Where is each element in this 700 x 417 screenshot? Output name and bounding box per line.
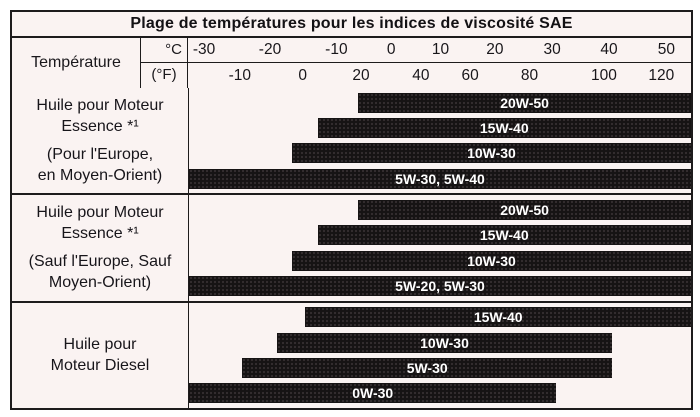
bar-row: 15W-40 <box>189 223 691 248</box>
tick-label-celsius: -20 <box>258 41 282 58</box>
tick-label-celsius: -30 <box>192 41 216 58</box>
viscosity-bar: 20W-50 <box>358 92 691 113</box>
temperature-scale: -30 -20 -10 0 10 20 30 40 50 -10 0 20 40 60 80 100 120 <box>188 38 691 88</box>
viscosity-bar: 5W-30, 5W-40 <box>189 168 691 189</box>
bar-label: 5W-20, 5W-30 <box>395 277 485 294</box>
tick-label-fahrenheit: 80 <box>520 66 539 84</box>
viscosity-bar: 15W-40 <box>317 117 691 138</box>
tick-label-fahrenheit: 0 <box>298 66 307 84</box>
bar-row: 10W-30 <box>189 248 691 273</box>
bar-row: 10W-30 <box>189 141 691 166</box>
bar-label: 20W-50 <box>500 94 549 111</box>
tick-label-fahrenheit: 20 <box>352 66 370 84</box>
fahrenheit-unit-label: (°F) <box>151 66 177 83</box>
viscosity-bar: 10W-30 <box>276 332 613 353</box>
bar-row: 0W-30 <box>189 381 691 406</box>
group-label-line: Essence *¹ <box>61 118 139 136</box>
unit-cell: °C (°F) <box>141 38 188 88</box>
tick-label-celsius: 40 <box>600 41 618 58</box>
viscosity-bar: 5W-30 <box>242 357 613 378</box>
oil-groups: Huile pour Moteur Essence *¹ (Pour l'Europ… <box>12 88 691 408</box>
bar-label: 15W-40 <box>479 227 529 244</box>
bar-row: 15W-40 <box>189 305 691 330</box>
table-title: Plage de températures pour les indices d… <box>12 12 691 38</box>
oil-table: Plage de températures pour les indices d… <box>10 10 693 410</box>
bar-row: 20W-50 <box>189 197 691 222</box>
bar-row: 5W-30 <box>189 355 691 380</box>
group-label-line: Huile pour Moteur <box>36 97 164 115</box>
tick-label-celsius: 20 <box>486 41 504 58</box>
bar-row: 10W-30 <box>189 330 691 355</box>
temperature-header-row: Température °C (°F) -30 -20 -10 0 10 20 30 40 50… <box>12 38 691 88</box>
bar-label: 0W-30 <box>352 385 394 402</box>
bar-row: 5W-30, 5W-40 <box>189 166 691 191</box>
viscosity-bar: 20W-50 <box>358 199 691 220</box>
celsius-unit-label: °C <box>141 38 187 63</box>
group-label-line: Huile pour Moteur <box>36 204 164 222</box>
tick-label-celsius: 10 <box>431 41 450 58</box>
group-label-line: (Pour l'Europe, <box>46 146 154 164</box>
tick-label-fahrenheit: -10 <box>228 66 251 84</box>
group-label-line: en Moyen-Orient) <box>37 167 163 185</box>
tick-label-celsius: 50 <box>657 41 675 58</box>
tick-label-celsius: -10 <box>325 41 348 58</box>
bar-label: 5W-30, 5W-40 <box>395 170 485 187</box>
viscosity-bar: 10W-30 <box>291 250 691 271</box>
bar-row: 20W-50 <box>189 90 691 115</box>
group-label-line: Huile pour <box>63 336 137 354</box>
viscosity-bar: 5W-20, 5W-30 <box>189 275 691 296</box>
oil-group-row: Huile pour Moteur Essence *¹ (Sauf l'Europ… <box>12 193 691 301</box>
temperature-label: Température <box>12 38 141 88</box>
viscosity-bar: 15W-40 <box>317 225 691 246</box>
group-label: Huile pour Moteur Essence *¹ (Sauf l'Europ… <box>12 195 189 301</box>
bar-label: 10W-30 <box>467 145 516 162</box>
bar-label: 20W-50 <box>500 201 549 218</box>
tick-label-fahrenheit: 60 <box>461 66 479 84</box>
bar-label: 10W-30 <box>467 252 516 269</box>
bar-area: 20W-50 15W-40 10W-30 5W-30, 5W-40 <box>189 88 691 193</box>
bar-area: 15W-40 10W-30 5W-30 0W-30 <box>189 303 691 408</box>
viscosity-bar: 15W-40 <box>305 307 691 328</box>
tick-label-fahrenheit: 120 <box>648 66 675 84</box>
tick-label-celsius: 30 <box>543 41 561 58</box>
bar-label: 15W-40 <box>479 119 529 136</box>
bar-row: 15W-40 <box>189 115 691 140</box>
group-label-line: Essence *¹ <box>61 225 139 243</box>
group-label: Huile pour Moteur Diesel <box>12 302 189 408</box>
tick-label-fahrenheit: 100 <box>591 66 617 84</box>
viscosity-bar: 0W-30 <box>189 383 557 404</box>
celsius-scale: -30 -20 -10 0 10 20 30 40 50 <box>188 38 691 63</box>
bar-label: 10W-30 <box>420 334 469 351</box>
tick-label-fahrenheit: 40 <box>412 66 430 84</box>
group-label: Huile pour Moteur Essence *¹ (Pour l'Europ… <box>12 88 189 194</box>
viscosity-bar: 10W-30 <box>291 143 691 164</box>
tick-label-celsius: 0 <box>386 41 396 58</box>
bar-label: 5W-30 <box>406 359 448 376</box>
bar-area: 20W-50 15W-40 10W-30 5W-20, 5W-30 <box>189 195 691 300</box>
oil-group-row: Huile pour Moteur Diesel 15W-40 10W-30 5W-30… <box>12 300 691 408</box>
group-label-line: (Sauf l'Europe, Sauf <box>28 253 172 271</box>
group-label-line: Moteur Diesel <box>50 357 150 375</box>
oil-group-row: Huile pour Moteur Essence *¹ (Pour l'Europ… <box>12 88 691 194</box>
bar-label: 15W-40 <box>473 309 523 326</box>
group-label-line: Moyen-Orient) <box>48 274 152 292</box>
fahrenheit-scale: -10 0 20 40 60 80 100 120 <box>188 63 691 88</box>
bar-row: 5W-20, 5W-30 <box>189 273 691 298</box>
